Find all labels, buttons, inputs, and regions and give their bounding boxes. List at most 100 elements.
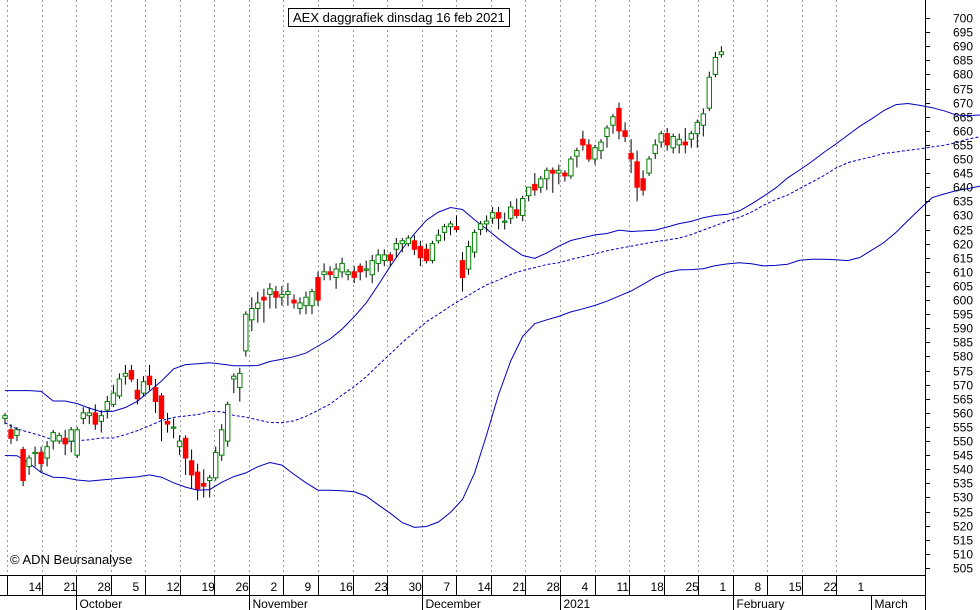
candle-down [453,215,460,233]
month-label: December [426,597,481,610]
candle-body [339,262,345,273]
candle-down [315,271,321,306]
candle-down [580,130,586,151]
candle-body [261,296,267,301]
candle-up [538,175,544,193]
candle-body [80,412,86,419]
candle-up [508,201,514,224]
candle-down [188,449,195,489]
candle-up [556,164,562,185]
candle-body [243,313,249,352]
candle-up [122,364,129,385]
candle-body [447,223,454,228]
candle-body [550,169,556,174]
candle-body [646,158,652,174]
candle-body [188,460,195,476]
candle-up [676,133,682,154]
candle-body [32,451,38,455]
candle-body [544,169,550,180]
candle-body [74,429,80,456]
candle-body [363,268,369,271]
x-tick-label: 26 [236,580,250,594]
y-tick-label: 635 [953,195,973,209]
y-tick-label: 550 [953,435,973,449]
candle-up [369,254,375,284]
candle-up [26,455,32,475]
month-label: November [253,597,308,610]
candle-body [26,457,32,467]
y-tick-label: 615 [953,252,973,266]
candle-body [526,186,532,197]
y-tick-label: 685 [953,54,973,68]
candle-body [700,113,706,126]
candle-body [104,401,110,411]
candle-body [297,302,303,309]
candle-body [152,387,159,403]
candle-up [718,46,725,58]
candle-up [447,221,454,236]
y-tick-label: 680 [953,68,973,82]
candle-body [538,178,544,188]
candle-body [483,220,490,225]
bollinger-middle-line [4,136,980,443]
candle-up [670,133,676,154]
candle-up [471,229,478,258]
candle-body [387,254,394,261]
candle-up [86,407,92,425]
y-tick-label: 565 [953,393,973,407]
y-tick-label: 675 [953,83,973,97]
candle-body [622,130,628,137]
candle-body [471,231,478,253]
candle-body [465,246,472,270]
x-tick-label: 25 [686,580,700,594]
candle-down [291,294,297,309]
x-tick-label: 23 [375,580,389,594]
candle-body [285,291,291,295]
candle-body [616,107,622,132]
candle-up [309,288,315,315]
candle-down [194,463,201,501]
candle-down [164,412,171,433]
candle-body [574,150,580,157]
candle-body [592,147,598,160]
x-tick-label: 28 [547,580,561,594]
candle-body [2,415,8,420]
candle-body [182,437,189,459]
y-tick-label: 560 [953,407,973,421]
x-tick-label: 4 [582,580,589,594]
candle-body [514,209,520,216]
candlesticks [2,46,725,501]
candle-down [146,364,153,391]
candle-up [502,212,508,230]
y-tick-label: 600 [953,294,973,308]
candle-down [586,139,592,162]
candle-up [405,235,412,247]
candle-up [14,427,20,442]
y-tick-label: 515 [953,534,973,548]
y-tick-label: 585 [953,336,973,350]
x-tick-label: 14 [29,580,43,594]
bollinger-lower-line [4,185,980,528]
x-tick-label: 1 [858,580,865,594]
candle-down [532,173,538,196]
x-tick-label: 30 [409,580,423,594]
y-tick-label: 510 [953,548,973,562]
candle-body [267,288,273,295]
candle-body [351,271,357,278]
y-tick-label: 605 [953,280,973,294]
candle-up [700,108,706,137]
candle-body [62,437,68,445]
candle-up [237,367,243,402]
candle-body [628,152,634,160]
candle-up [363,260,369,278]
candle-body [586,144,592,160]
candle-up [465,240,472,275]
candle-body [213,451,219,479]
candle-body [706,76,712,109]
candle-body [562,172,568,177]
candle-up [592,144,598,165]
candle-body [598,141,604,152]
x-tick-label: 21 [513,580,527,594]
candle-down [8,424,14,444]
candle-body [670,136,676,149]
